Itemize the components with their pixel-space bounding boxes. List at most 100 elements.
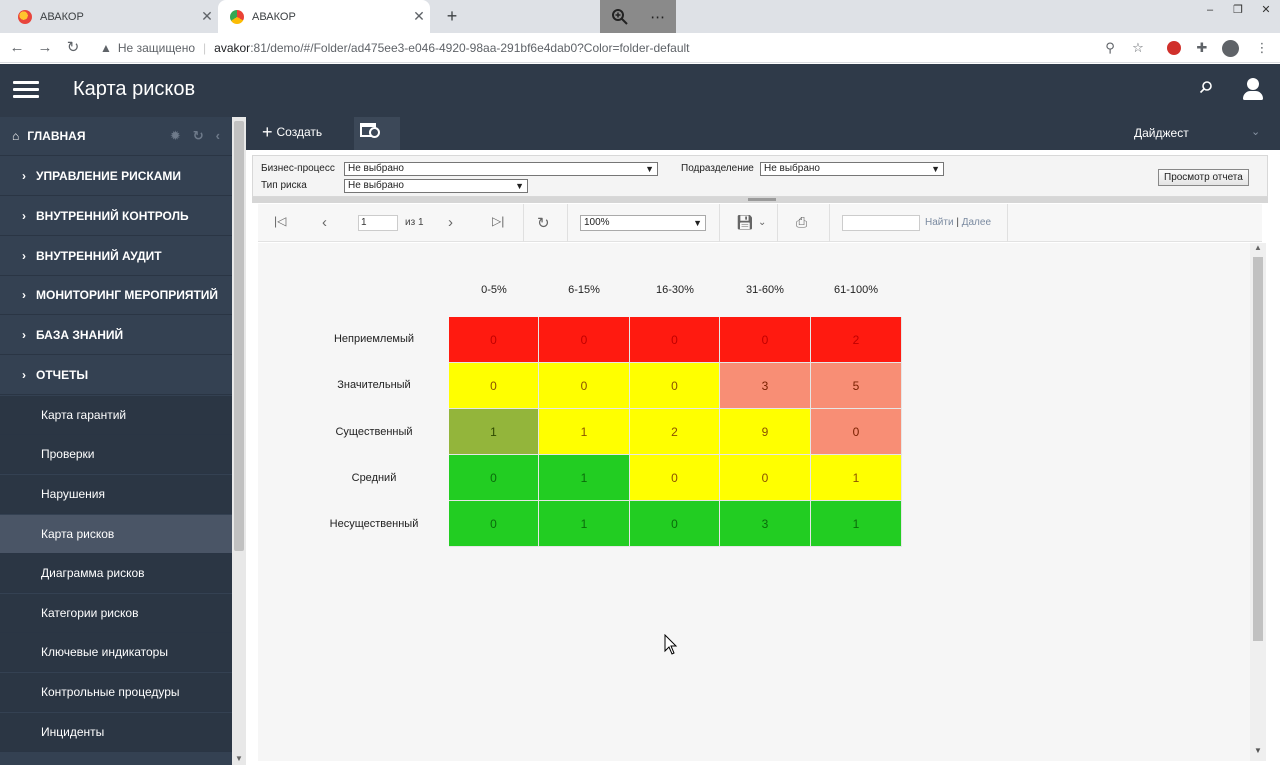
sidebar-scrollbar[interactable]: ▼ (232, 117, 246, 765)
sidebar-item-control-procedures[interactable]: Контрольные процедуры (0, 673, 232, 712)
browser-tab-active[interactable]: АВАКОР ✕ (218, 0, 430, 33)
scroll-down-icon[interactable]: ▼ (1254, 746, 1262, 755)
risk-map-cell[interactable]: 3 (720, 363, 811, 409)
print-icon[interactable]: ⎙ (796, 214, 808, 230)
chevron-down-icon[interactable]: ⌄ (1251, 126, 1261, 138)
find-input[interactable] (842, 215, 920, 231)
sidebar-item-risk-diagram[interactable]: Диаграмма рисков (0, 554, 232, 593)
refresh-group: ↻ (524, 204, 568, 242)
risk-map-cell[interactable]: 0 (630, 363, 720, 409)
risk-map-cell[interactable]: 1 (811, 455, 902, 501)
search-icon[interactable] (1196, 80, 1216, 100)
dropdown-arrow-icon: ▼ (645, 164, 654, 174)
next-page-icon[interactable]: › (448, 214, 453, 231)
panel-splitter[interactable] (252, 197, 1268, 203)
scroll-down-icon[interactable]: ▼ (235, 754, 243, 763)
first-page-icon[interactable]: |◁ (274, 214, 287, 228)
report-preview-icon[interactable] (354, 117, 400, 150)
risk-map-cell[interactable]: 5 (811, 363, 902, 409)
digest-dropdown[interactable]: Дайджест (1134, 126, 1189, 140)
page-number-input[interactable]: 1 (358, 215, 398, 231)
zoom-select[interactable]: 100% ▼ (580, 215, 706, 231)
scroll-up-icon[interactable]: ▲ (1254, 243, 1262, 252)
tab-close-icon[interactable]: ✕ (201, 8, 213, 24)
collapse-chevron-icon[interactable]: ‹ (215, 128, 220, 143)
scrollbar-thumb[interactable] (234, 121, 244, 551)
sidebar-item-label: Инциденты (41, 725, 105, 739)
department-select[interactable]: Не выбрано ▼ (760, 162, 944, 176)
hamburger-menu-icon[interactable] (13, 81, 39, 99)
search-icon[interactable]: ⚲ (1105, 40, 1115, 55)
profile-icon[interactable] (1220, 38, 1240, 58)
sidebar-item-key-indicators[interactable]: Ключевые индикаторы (0, 633, 232, 672)
sidebar-section-knowledge-base[interactable]: › БАЗА ЗНАНИЙ (0, 316, 232, 355)
risk-map-cell[interactable]: 0 (539, 317, 630, 363)
bookmark-star-icon[interactable]: ☆ (1132, 40, 1144, 55)
user-icon[interactable] (1242, 78, 1264, 102)
risk-map-cell[interactable]: 0 (720, 455, 811, 501)
chevron-down-icon[interactable]: ⌄ (758, 217, 767, 228)
tab-close-icon[interactable]: ✕ (413, 8, 425, 24)
save-disk-icon[interactable]: 💾︎ (736, 214, 754, 230)
report-scrollbar[interactable]: ▲ ▼ (1250, 243, 1266, 761)
sidebar-item-violations[interactable]: Нарушения (0, 475, 232, 514)
back-icon[interactable]: ← (9, 39, 25, 56)
reload-icon[interactable]: ↻ (66, 39, 80, 56)
close-window-icon[interactable]: ✕ (1261, 4, 1271, 16)
sidebar-item-home[interactable]: ⌂ ГЛАВНАЯ ✹ ↻ ‹ (0, 117, 232, 156)
risk-map-cell[interactable]: 0 (630, 317, 720, 363)
risk-map-cell[interactable]: 2 (811, 317, 902, 363)
refresh-icon[interactable]: ↻ (192, 128, 204, 143)
sidebar-section-internal-control[interactable]: › ВНУТРЕННИЙ КОНТРОЛЬ (0, 197, 232, 236)
risk-map-cell[interactable]: 1 (539, 501, 630, 547)
settings-gear-icon[interactable]: ✹ (169, 128, 181, 143)
menu-kebab-icon[interactable]: ⋮ (1255, 40, 1269, 55)
risk-map-cell[interactable]: 0 (630, 501, 720, 547)
risk-map-cell[interactable]: 0 (449, 317, 539, 363)
extensions-puzzle-icon[interactable]: ✚ (1196, 40, 1208, 55)
risk-map-cell[interactable]: 1 (811, 501, 902, 547)
sidebar-section-reports[interactable]: › ОТЧЕТЫ (0, 356, 232, 395)
risk-map-cell[interactable]: 0 (811, 409, 902, 455)
extension-red-icon[interactable] (1164, 38, 1184, 58)
business-process-select[interactable]: Не выбрано ▼ (344, 162, 658, 176)
sidebar-section-risk-management[interactable]: › УПРАВЛЕНИЕ РИСКАМИ (0, 157, 232, 196)
sidebar-section-monitoring[interactable]: › МОНИТОРИНГ МЕРОПРИЯТИЙ (0, 276, 232, 315)
risk-map-cell[interactable]: 0 (449, 363, 539, 409)
risk-map-cell[interactable]: 9 (720, 409, 811, 455)
sidebar-item-assurance-map[interactable]: Карта гарантий (0, 396, 232, 435)
create-button[interactable]: + Создать (262, 123, 322, 141)
prev-page-icon[interactable]: ‹ (322, 214, 327, 231)
sidebar-item-risk-map[interactable]: Карта рисков (0, 515, 232, 554)
risk-type-select[interactable]: Не выбрано ▼ (344, 179, 528, 193)
scrollbar-thumb[interactable] (1253, 257, 1263, 641)
risk-map-cell[interactable]: 0 (720, 317, 811, 363)
risk-map-cell[interactable]: 1 (449, 409, 539, 455)
risk-map-cell[interactable]: 0 (539, 363, 630, 409)
risk-map-cell[interactable]: 0 (449, 501, 539, 547)
zoom-in-icon[interactable] (611, 8, 629, 26)
new-tab-button[interactable]: + (446, 6, 458, 26)
sidebar-item-risk-categories[interactable]: Категории рисков (0, 594, 232, 633)
tab-title: АВАКОР (252, 10, 296, 23)
sidebar-item-inspections[interactable]: Проверки (0, 435, 232, 474)
refresh-report-icon[interactable]: ↻ (537, 215, 550, 232)
last-page-icon[interactable]: ▷| (492, 214, 505, 228)
minimize-icon[interactable]: ‒ (1206, 4, 1214, 16)
forward-icon[interactable]: → (37, 39, 53, 56)
view-report-button[interactable]: Просмотр отчета (1158, 169, 1249, 186)
risk-map-cell[interactable]: 1 (539, 409, 630, 455)
risk-map-cell[interactable]: 1 (539, 455, 630, 501)
risk-map-cell[interactable]: 2 (630, 409, 720, 455)
maximize-icon[interactable]: ❐ (1233, 4, 1243, 16)
next-link[interactable]: Далее (961, 217, 992, 228)
url-field[interactable]: ▲ Не защищено | avakor:81/demo/#/Folder/… (100, 38, 690, 58)
sidebar-section-internal-audit[interactable]: › ВНУТРЕННИЙ АУДИТ (0, 237, 232, 276)
find-link[interactable]: Найти (925, 217, 954, 228)
risk-map-cell[interactable]: 0 (449, 455, 539, 501)
sidebar-item-incidents[interactable]: Инциденты (0, 713, 232, 752)
more-icon[interactable]: ⋯ (650, 8, 666, 26)
risk-map-cell[interactable]: 0 (630, 455, 720, 501)
risk-map-cell[interactable]: 3 (720, 501, 811, 547)
browser-tab[interactable]: АВАКОР ✕ (8, 0, 218, 33)
